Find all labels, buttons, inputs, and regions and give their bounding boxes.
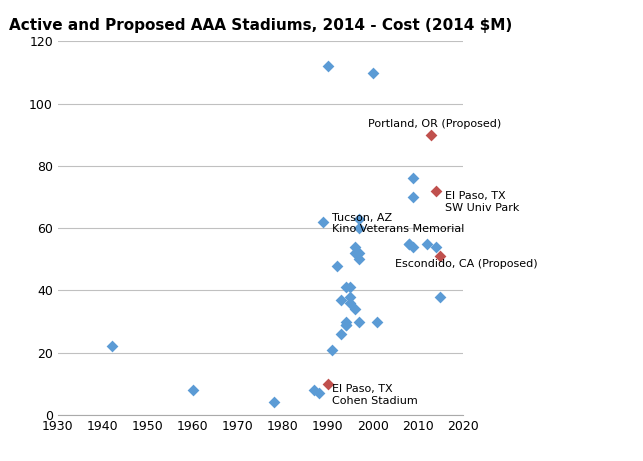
Point: [368, 69, 378, 77]
Point: [336, 330, 347, 337]
Text: Tucson, AZ
Kino Veterans Memorial: Tucson, AZ Kino Veterans Memorial: [332, 213, 465, 234]
Point: [408, 194, 419, 201]
Point: [435, 293, 446, 301]
Point: [431, 243, 441, 251]
Text: El Paso, TX
Cohen Stadium: El Paso, TX Cohen Stadium: [332, 384, 418, 406]
Point: [408, 243, 419, 251]
Point: [309, 386, 320, 394]
Point: [336, 296, 347, 303]
Point: [426, 131, 437, 139]
Point: [345, 284, 356, 291]
Point: [332, 262, 342, 269]
Point: [431, 187, 441, 195]
Text: Escondido, CA (Proposed): Escondido, CA (Proposed): [395, 259, 538, 269]
Point: [350, 243, 360, 251]
Title: Active and Proposed AAA Stadiums, 2014 - Cost (2014 $M): Active and Proposed AAA Stadiums, 2014 -…: [9, 18, 512, 33]
Point: [354, 215, 365, 223]
Point: [318, 219, 329, 226]
Point: [269, 399, 279, 406]
Point: [404, 240, 414, 248]
Point: [188, 386, 198, 394]
Point: [323, 380, 333, 387]
Point: [408, 175, 419, 182]
Point: [422, 240, 432, 248]
Point: [435, 253, 446, 260]
Point: [327, 346, 338, 353]
Point: [350, 249, 360, 257]
Point: [350, 306, 360, 313]
Text: El Paso, TX
SW Univ Park: El Paso, TX SW Univ Park: [445, 191, 520, 213]
Point: [345, 293, 356, 301]
Point: [341, 284, 351, 291]
Point: [341, 321, 351, 328]
Point: [341, 318, 351, 325]
Point: [341, 321, 351, 328]
Point: [354, 255, 365, 263]
Point: [354, 249, 365, 257]
Point: [354, 225, 365, 232]
Point: [314, 390, 324, 397]
Point: [345, 299, 356, 307]
Point: [354, 318, 365, 325]
Text: Portland, OR (Proposed): Portland, OR (Proposed): [368, 118, 502, 129]
Point: [107, 343, 117, 350]
Point: [323, 63, 333, 70]
Point: [372, 318, 383, 325]
Point: [404, 240, 414, 248]
